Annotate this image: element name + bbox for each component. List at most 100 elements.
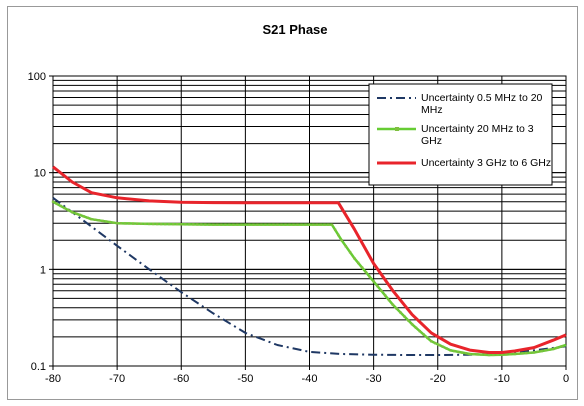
series-marker (288, 223, 291, 226)
x-tick-label: -30 (366, 373, 382, 385)
series-marker (418, 329, 421, 333)
legend-label-2: Uncertainty 20 MHz to 3 (421, 123, 534, 135)
series-marker (78, 213, 82, 217)
series-marker (208, 223, 211, 226)
series-marker (337, 233, 340, 237)
series-marker (131, 222, 135, 225)
y-tick-label: 10 (34, 168, 46, 180)
series-marker (164, 222, 167, 226)
series-marker (82, 215, 85, 218)
x-tick-label: -70 (109, 373, 125, 385)
series-marker (548, 348, 551, 351)
series-marker (480, 353, 483, 356)
series-marker (232, 223, 235, 226)
series-marker (472, 353, 475, 356)
series-marker (437, 343, 441, 347)
x-tick-label: -40 (302, 373, 318, 385)
series-marker (340, 239, 343, 242)
series-marker (484, 353, 487, 356)
series-group (51, 165, 567, 357)
series-marker (296, 223, 299, 226)
series-marker (353, 257, 356, 260)
series-marker (525, 351, 528, 355)
series-marker (460, 351, 464, 354)
series-marker (240, 223, 243, 226)
series-marker (93, 218, 97, 221)
series-marker (496, 353, 499, 356)
series-marker (236, 223, 239, 226)
series-marker (55, 202, 59, 206)
series-marker (464, 352, 468, 355)
series-marker (256, 223, 259, 226)
series-marker (127, 222, 131, 225)
series-marker (143, 222, 147, 226)
series-marker (391, 303, 395, 306)
series-marker (244, 223, 247, 226)
series-marker (188, 223, 191, 226)
series-marker (268, 223, 271, 226)
series-marker (395, 307, 398, 310)
chart-title: S21 Phase (262, 22, 327, 37)
x-tick-label: -80 (45, 373, 61, 385)
series-marker (224, 223, 227, 226)
series-marker (441, 345, 445, 348)
series-marker (216, 223, 219, 226)
series-marker (184, 223, 187, 226)
series-marker (280, 223, 283, 226)
series-marker (264, 223, 267, 226)
series-marker (407, 319, 410, 322)
series-marker (304, 223, 307, 226)
series-marker (90, 218, 93, 221)
series-marker (500, 353, 504, 356)
series-marker (63, 206, 66, 210)
legend-box (368, 83, 553, 186)
series-marker (104, 220, 108, 223)
legend-marker (395, 127, 399, 131)
series-marker (123, 222, 127, 225)
series-marker (357, 261, 360, 265)
series-marker (323, 223, 326, 226)
series-marker (360, 266, 364, 269)
series-marker (147, 222, 151, 226)
series-marker (86, 216, 89, 220)
series-marker (228, 223, 231, 226)
series-marker (433, 341, 437, 345)
series-marker (403, 315, 406, 318)
x-tick-label: -10 (494, 373, 510, 385)
series-marker (560, 345, 563, 348)
series-marker (333, 228, 337, 232)
series-marker (528, 351, 532, 354)
series-marker (272, 223, 275, 226)
series-marker (457, 350, 460, 354)
series-marker (430, 340, 433, 343)
series-marker (67, 208, 70, 212)
series-marker (327, 223, 330, 226)
series-marker (449, 349, 452, 352)
series-marker (368, 275, 371, 278)
series-marker (344, 245, 348, 248)
series-marker (517, 352, 520, 355)
series-marker (399, 311, 402, 314)
series-marker (544, 349, 547, 352)
series-marker (330, 223, 334, 226)
series-marker (204, 223, 207, 226)
y-tick-label: 1 (40, 264, 46, 276)
series-marker (180, 223, 183, 226)
series-marker (108, 220, 111, 224)
series-marker (196, 223, 199, 226)
series-marker (453, 349, 456, 353)
x-tick-label: -20 (430, 373, 446, 385)
series-marker (422, 333, 425, 336)
series-marker (476, 353, 479, 356)
y-tick-label: 100 (28, 71, 46, 83)
axes: -80 -70 -60 -50 -40 -30 -20 -10 0 0.1 1 10 100 (28, 71, 569, 385)
series-marker (315, 223, 319, 226)
series-marker (536, 350, 539, 353)
series-marker (139, 222, 143, 225)
series-marker (248, 223, 251, 226)
series-marker (71, 210, 74, 214)
series-marker (540, 349, 543, 353)
series-marker (172, 223, 175, 226)
